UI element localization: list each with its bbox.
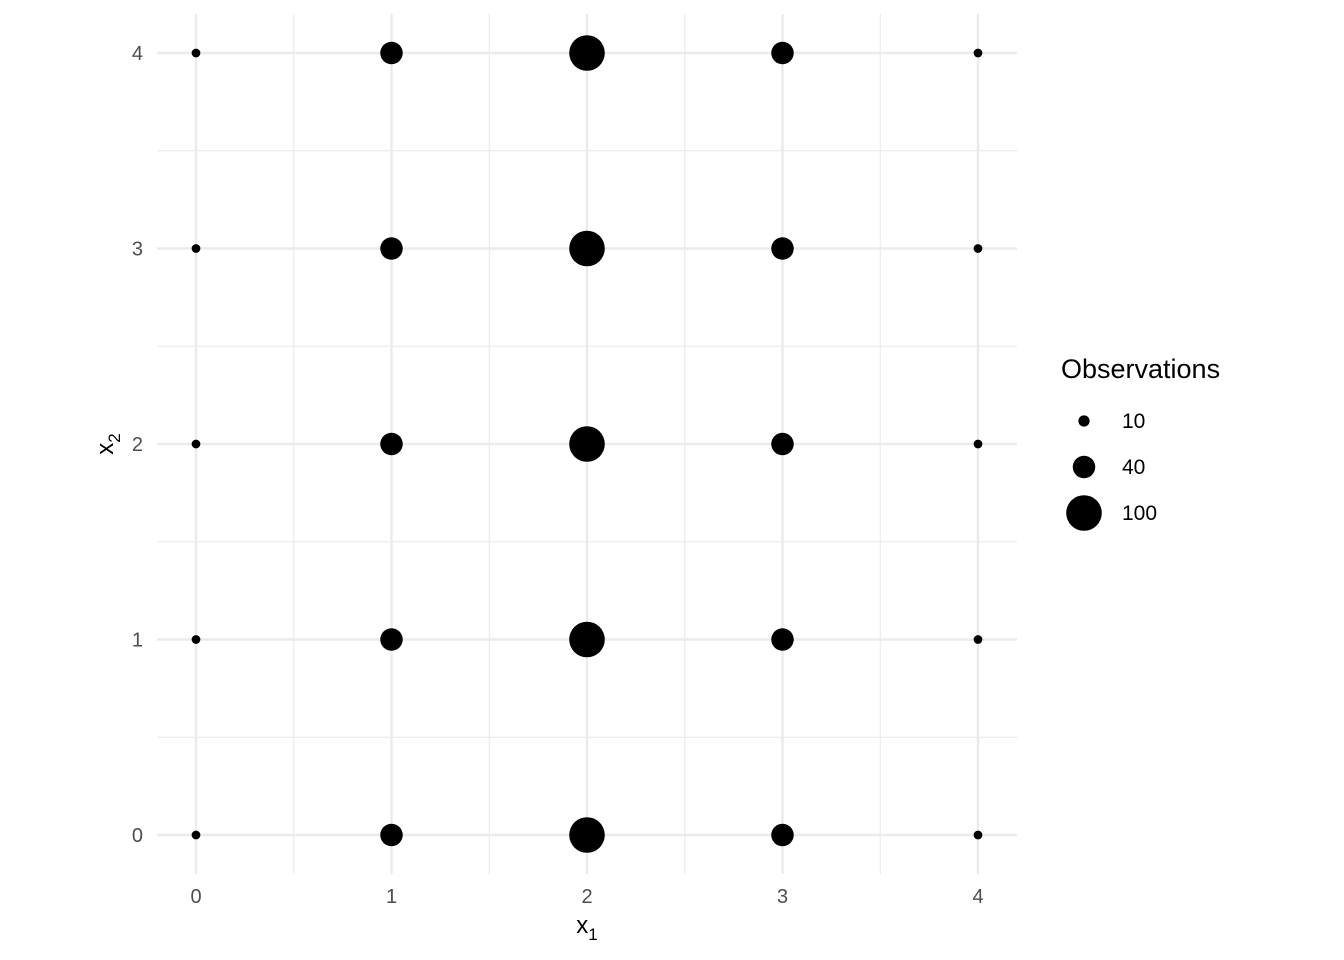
x-axis-ticks: 0 1 2 3 4 [190, 886, 983, 908]
y-tick-label: 3 [132, 239, 143, 261]
data-point [569, 426, 605, 462]
data-points [191, 35, 983, 853]
data-point [569, 621, 605, 658]
data-point [380, 41, 403, 65]
legend-key-label: 100 [1122, 502, 1157, 525]
y-tick-label: 2 [132, 434, 143, 456]
data-point [973, 48, 983, 58]
data-point [771, 628, 794, 651]
data-point [569, 35, 605, 71]
x-tick-label: 2 [581, 886, 592, 908]
data-point [973, 244, 983, 253]
y-axis-title-subscript: 2 [105, 433, 124, 442]
legend-key-label: 40 [1122, 456, 1145, 479]
x-tick-label: 3 [777, 886, 788, 908]
y-tick-label: 1 [132, 630, 143, 652]
legend-key-label: 10 [1122, 410, 1145, 433]
data-point [771, 41, 794, 65]
x-axis-title-base: x [576, 912, 588, 939]
x-axis-title: x1 [576, 912, 597, 944]
data-point [380, 823, 403, 847]
data-point [380, 237, 403, 260]
data-point [380, 432, 403, 456]
legend-keys: 10 40 100 [1066, 410, 1157, 531]
data-point [771, 237, 794, 260]
data-point [191, 635, 201, 644]
data-point [191, 439, 201, 449]
legend-key-circle [1072, 455, 1096, 479]
y-axis-title-base: x [92, 443, 119, 455]
y-tick-label: 4 [132, 43, 143, 65]
y-axis-title: x2 [92, 433, 124, 454]
data-point [569, 817, 605, 853]
data-point [771, 823, 794, 847]
y-tick-label: 0 [132, 825, 143, 847]
x-tick-label: 4 [972, 886, 983, 908]
data-point [569, 230, 605, 267]
data-point [973, 830, 983, 840]
x-tick-label: 0 [190, 886, 201, 908]
legend-title: Observations [1061, 354, 1220, 384]
data-point [771, 432, 794, 456]
legend-key-circle [1078, 415, 1090, 427]
y-axis-ticks: 0 1 2 3 4 [132, 43, 143, 847]
data-point [191, 830, 201, 840]
data-point [191, 244, 201, 253]
x-tick-label: 1 [386, 886, 397, 908]
legend-key-circle [1066, 495, 1102, 531]
data-point [973, 439, 983, 449]
data-point [191, 48, 201, 58]
size-legend: Observations 10 40 100 [1061, 354, 1220, 531]
x-axis-title-subscript: 1 [588, 925, 597, 944]
data-point [380, 628, 403, 651]
data-point [973, 635, 983, 644]
